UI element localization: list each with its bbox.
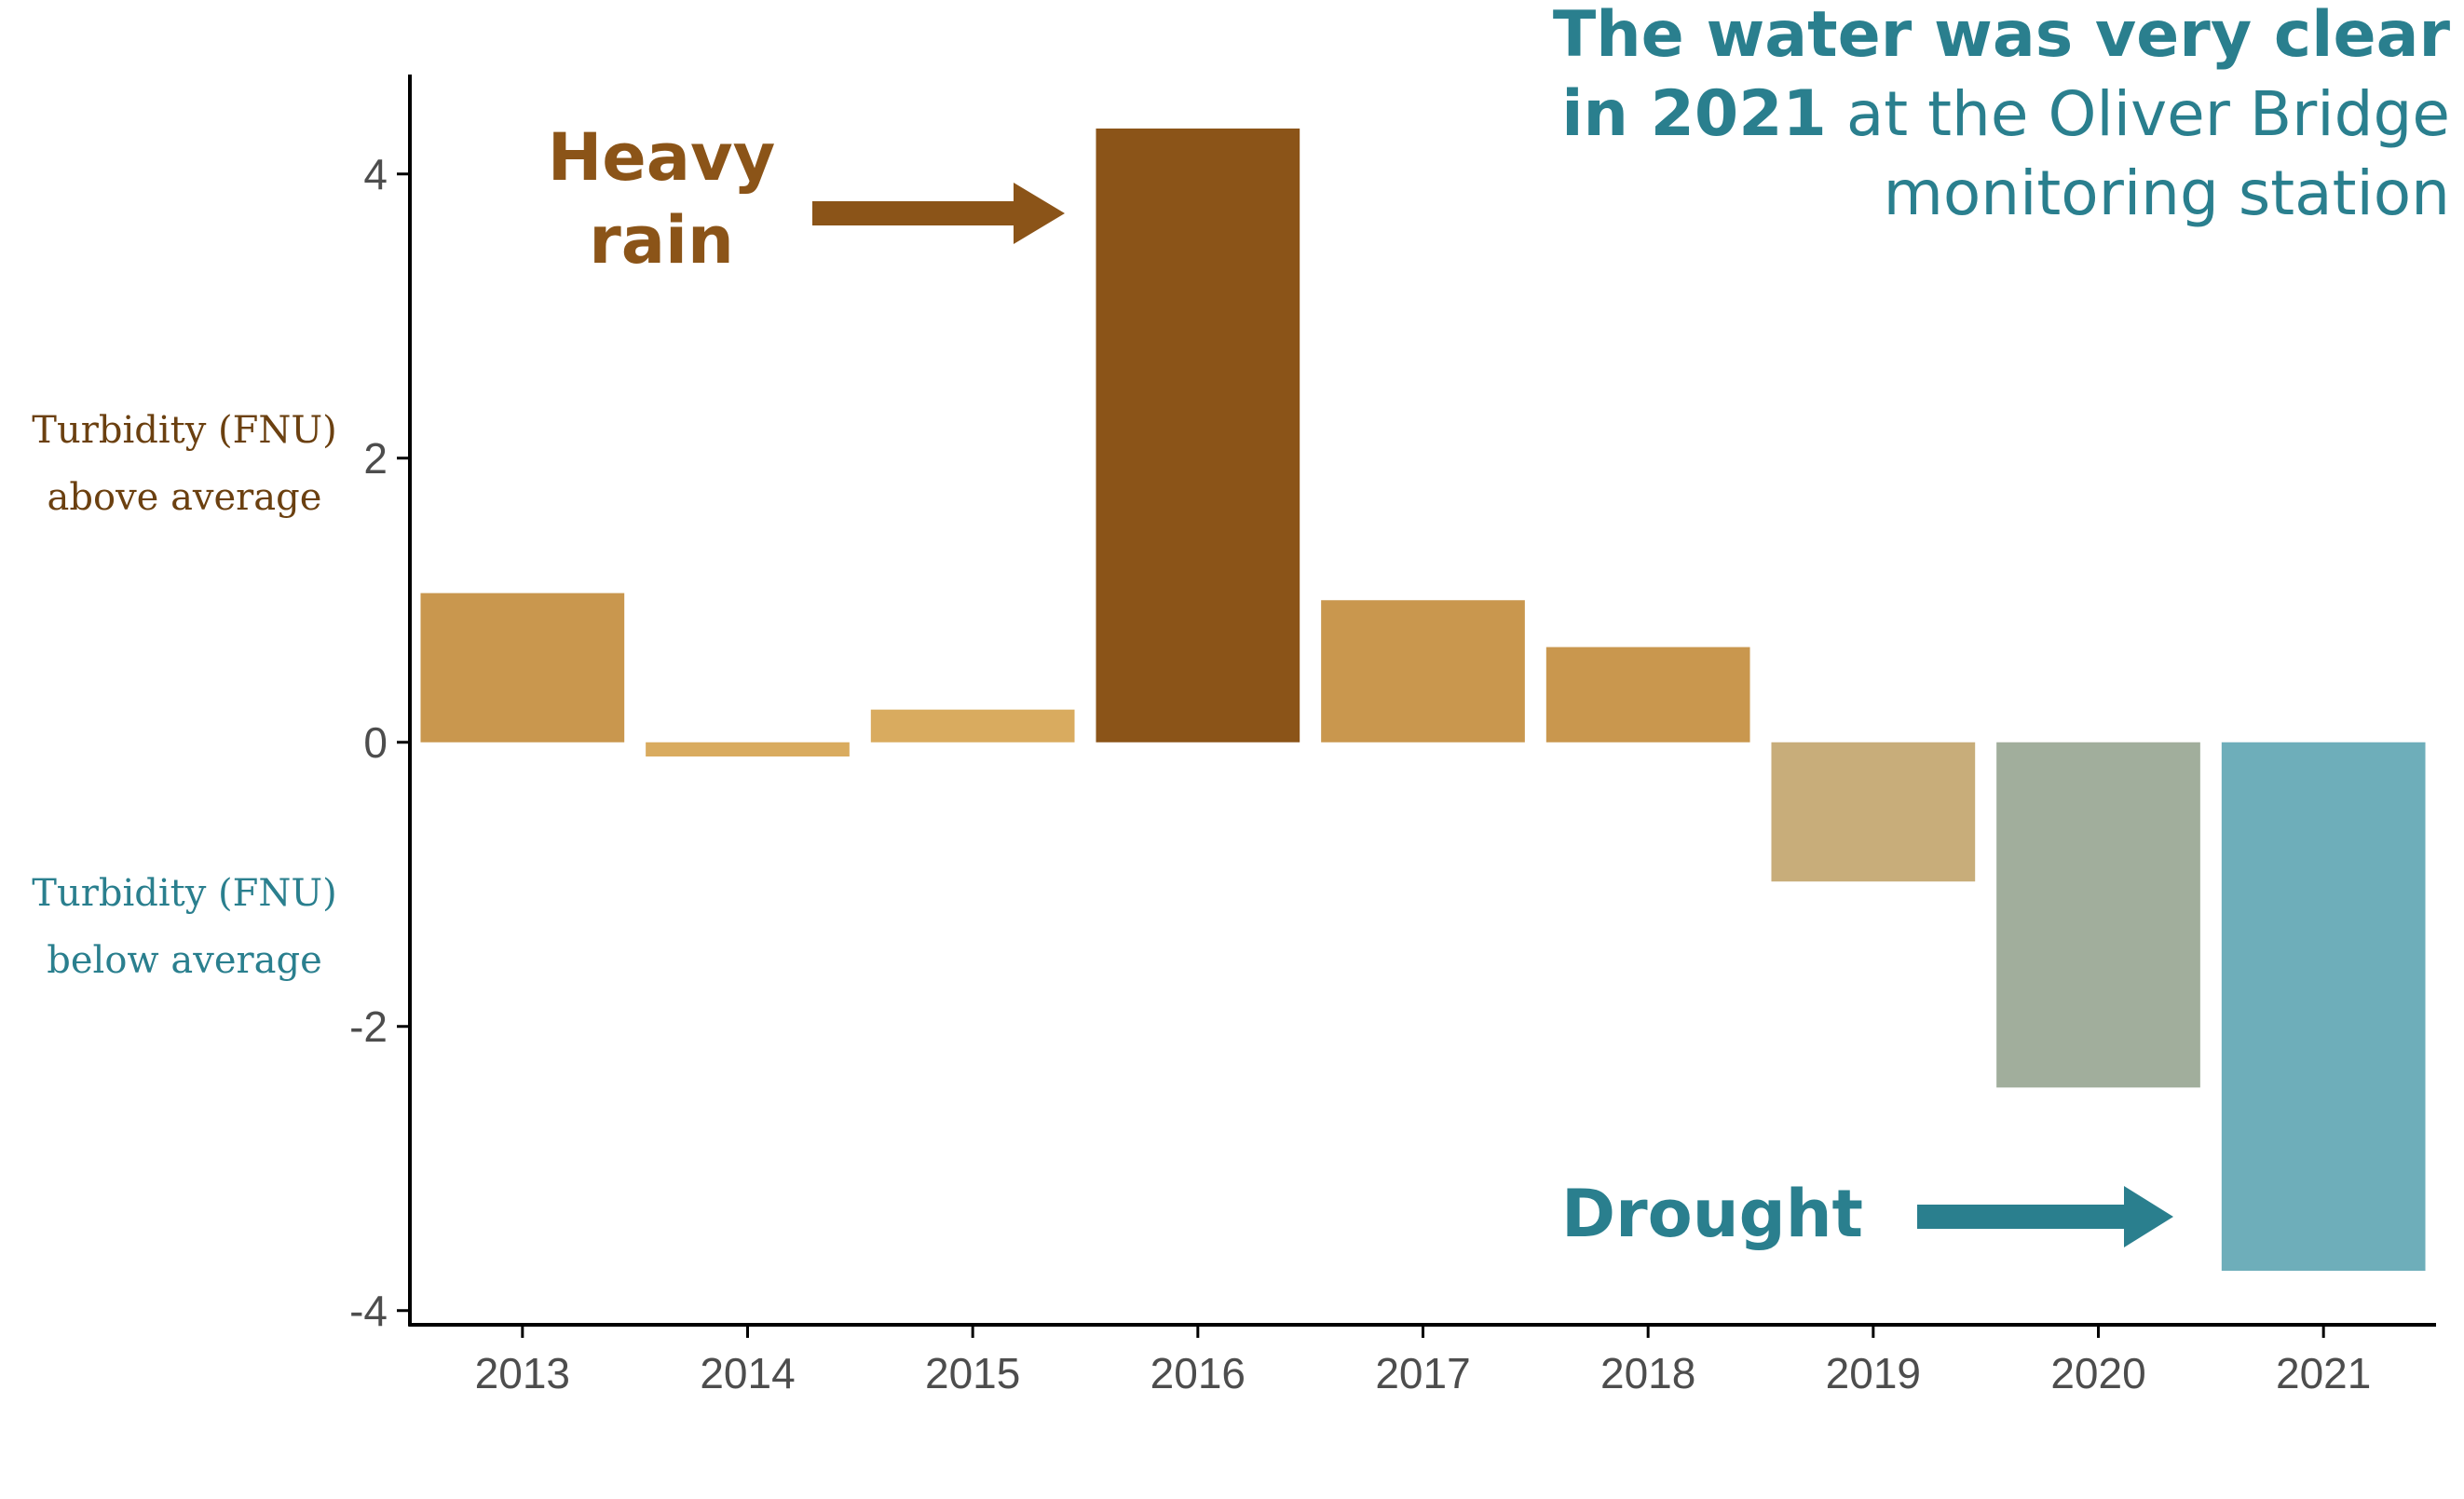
- heavy-rain-arrow: [812, 183, 1065, 244]
- chart-title-line2-rest: at the Oliver Bridge: [1827, 78, 2450, 150]
- bars-group: [420, 128, 2426, 1272]
- drought-arrow: [1917, 1186, 2173, 1247]
- bar-2018: [1545, 647, 1750, 743]
- x-tick-label-2015: 2015: [925, 1349, 1020, 1397]
- chart-title-line2-bold: in 2021: [1561, 77, 1827, 151]
- x-tick-label-2021: 2021: [2276, 1349, 2371, 1397]
- drought-label: Drought: [1561, 1176, 1863, 1252]
- heavy-rain-label-line1: Heavy: [548, 119, 776, 196]
- y-tick-label-4: 4: [363, 150, 388, 198]
- y-tick-label-0: 0: [363, 718, 388, 767]
- x-tick-label-2017: 2017: [1375, 1349, 1470, 1397]
- below-average-label-line2: below average: [47, 939, 321, 982]
- x-tick-label-2016: 2016: [1150, 1349, 1246, 1397]
- bar-2019: [1771, 742, 1976, 882]
- bar-2020: [1996, 742, 2200, 1088]
- bar-2014: [646, 742, 850, 756]
- y-tick-label-2: 2: [363, 434, 388, 483]
- x-tick-label-2014: 2014: [700, 1349, 795, 1397]
- chart-title-line1: The water was very clear: [1553, 0, 2451, 72]
- axes-group: 2013 2014 2015 2016 2017 2018 2019 2020 2021 -4 -2…: [349, 75, 2436, 1397]
- x-tick-label-2019: 2019: [1826, 1349, 1921, 1397]
- x-tick-label-2013: 2013: [475, 1349, 570, 1397]
- x-tick-label-2018: 2018: [1600, 1349, 1695, 1397]
- chart-title-line2: in 2021 at the Oliver Bridge: [1561, 77, 2450, 151]
- y-tick-label--4: -4: [349, 1287, 388, 1335]
- bar-2021: [2221, 742, 2426, 1272]
- bar-2013: [420, 593, 625, 743]
- below-average-label-line1: Turbidity (FNU): [32, 872, 336, 915]
- above-average-label-line1: Turbidity (FNU): [32, 409, 336, 452]
- chart-title-line3: monitoring station: [1884, 157, 2450, 229]
- bar-2016: [1096, 128, 1300, 743]
- bar-2015: [870, 709, 1075, 743]
- y-tick-label--2: -2: [349, 1002, 388, 1051]
- above-average-label-line2: above average: [48, 476, 322, 519]
- bar-2017: [1321, 600, 1525, 743]
- x-tick-label-2020: 2020: [2050, 1349, 2145, 1397]
- heavy-rain-label-line2: rain: [589, 202, 734, 279]
